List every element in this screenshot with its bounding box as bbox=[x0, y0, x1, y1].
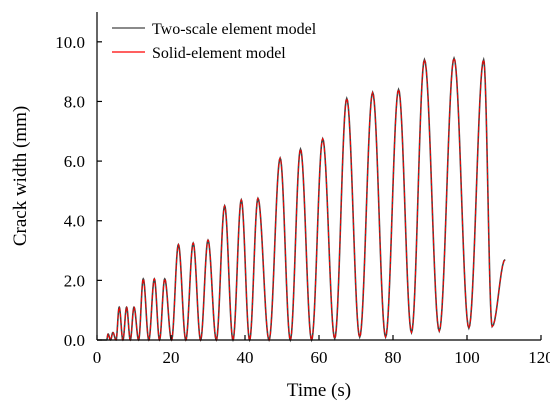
y-tick-label: 10.0 bbox=[55, 33, 85, 52]
series-solid-line bbox=[97, 56, 506, 342]
x-tick-label: 20 bbox=[163, 348, 180, 367]
x-tick-label: 60 bbox=[311, 348, 328, 367]
x-tick-label: 80 bbox=[385, 348, 402, 367]
y-tick-label: 8.0 bbox=[64, 92, 85, 111]
y-tick-label: 2.0 bbox=[64, 271, 85, 290]
x-ticks: 0 20 40 60 80 100 120 bbox=[93, 335, 550, 367]
legend-label-solid: Solid-element model bbox=[152, 45, 286, 62]
y-ticks: 0.0 2.0 4.0 6.0 8.0 10.0 bbox=[55, 33, 102, 350]
y-tick-label: 0.0 bbox=[64, 331, 85, 350]
series-two-scale-line bbox=[97, 55, 506, 343]
x-tick-label: 120 bbox=[528, 348, 550, 367]
x-tick-label: 0 bbox=[93, 348, 102, 367]
x-axis-title: Time (s) bbox=[287, 380, 351, 401]
x-tick-label: 100 bbox=[454, 348, 480, 367]
legend: Two-scale element model Solid-element mo… bbox=[112, 21, 317, 62]
legend-label-two-scale: Two-scale element model bbox=[152, 21, 317, 38]
x-tick-label: 40 bbox=[237, 348, 254, 367]
plot-lines bbox=[97, 55, 506, 343]
y-tick-label: 6.0 bbox=[64, 152, 85, 171]
y-tick-label: 4.0 bbox=[64, 212, 85, 231]
y-axis-title: Crack width (mm) bbox=[10, 106, 31, 246]
